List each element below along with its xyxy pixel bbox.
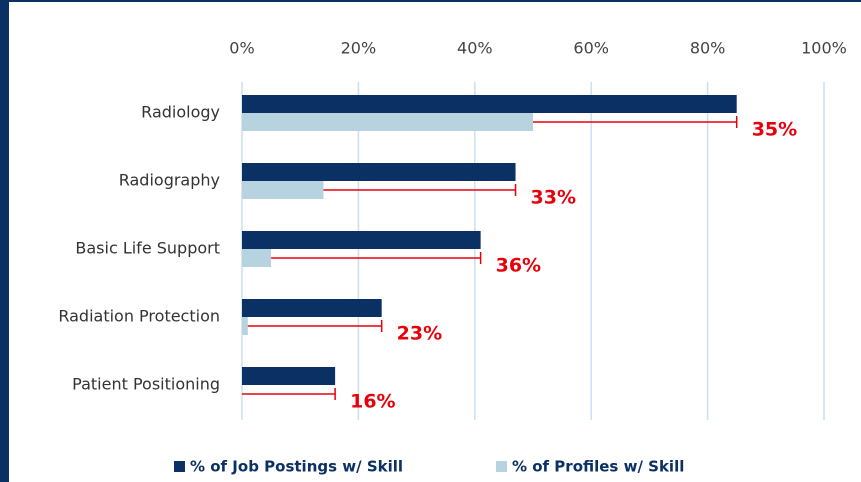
bar [242,95,737,113]
x-tick-label: 60% [573,39,609,58]
gap-label: 36% [496,255,541,277]
x-tick-label: 20% [341,39,377,58]
bar [242,163,516,181]
gap-label: 16% [350,391,395,413]
category-label: Radiology [141,103,220,122]
bar [242,181,324,199]
category-label: Basic Life Support [75,239,220,258]
category-label: Radiation Protection [58,307,220,326]
bar [242,113,533,131]
legend-swatch [174,461,185,472]
x-tick-label: 0% [229,39,254,58]
x-tick-label: 80% [690,39,726,58]
bar [242,249,272,267]
bar [242,299,382,317]
category-label: Patient Positioning [72,375,220,394]
x-tick-label: 40% [457,39,493,58]
left-border [0,0,9,482]
bar [242,231,481,249]
bar [242,317,248,335]
legend-label: % of Profiles w/ Skill [512,458,684,476]
gap-label: 35% [752,119,797,141]
category-label: Radiography [119,171,220,190]
legend-swatch [496,461,507,472]
gap-label: 23% [397,323,442,345]
bar [242,367,336,385]
legend-label: % of Job Postings w/ Skill [190,458,403,476]
top-border [0,0,861,2]
x-tick-label: 100% [801,39,847,58]
gap-label: 33% [531,187,576,209]
